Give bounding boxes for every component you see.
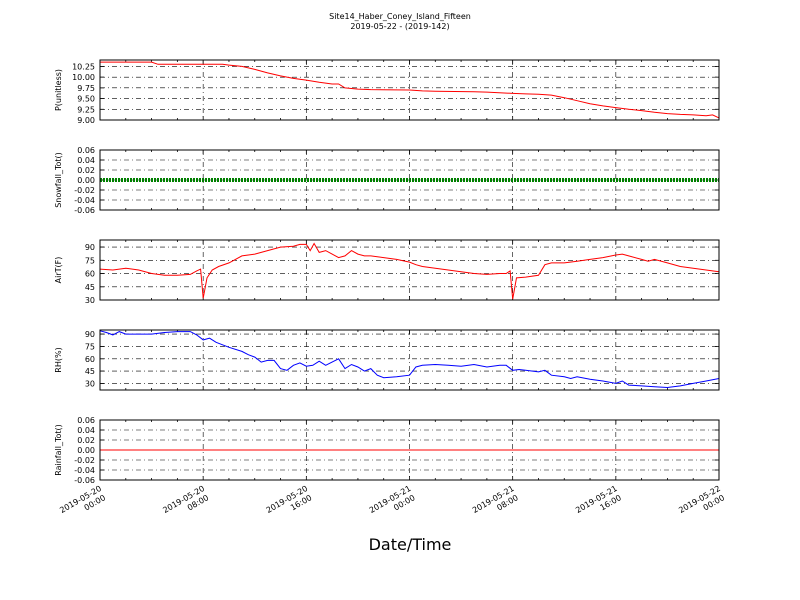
panel-4: 30 45 60 75 90 RH(%)	[54, 329, 720, 391]
y-tick-label: 0.02	[77, 436, 95, 445]
y-axis-label: Snowfall_Tot()	[54, 152, 63, 208]
y-tick-label: 60	[85, 270, 95, 279]
x-tick-label: 2019-05-2000:00	[58, 484, 108, 524]
y-tick-label: 9.25	[77, 105, 95, 114]
panel-grid	[99, 240, 720, 301]
panel-frame	[99, 239, 720, 301]
y-axis-label: AirT(F)	[54, 257, 63, 284]
chart-panels: 9.00 9.259.50 9.75 10.00 10.25 P(unitless) -0.…	[54, 59, 720, 485]
panel-5: -0.06-0.04-0.020.000.020.040.06 Rainfall_…	[54, 416, 720, 485]
x-axis-label: Date/Time	[369, 535, 452, 554]
y-tick-label: -0.02	[74, 456, 95, 465]
y-tick-label: 45	[85, 283, 95, 292]
chart-subtitle: 2019-05-22 - (2019-142)	[350, 22, 449, 31]
y-tick-label: 45	[85, 367, 95, 376]
y-tick-label: 90	[85, 330, 95, 339]
y-tick-label: 30	[85, 296, 95, 305]
y-axis-label: RH(%)	[54, 347, 63, 372]
y-tick-label: -0.02	[74, 186, 95, 195]
panel-grid	[99, 330, 720, 390]
panel-frame	[99, 329, 720, 391]
y-tick-label: 0.06	[77, 416, 95, 425]
y-tick-label: 75	[85, 256, 95, 265]
y-tick-label: -0.04	[74, 196, 95, 205]
y-tick-label: 9.00	[77, 116, 95, 125]
y-tick-label: 10.25	[72, 62, 95, 71]
y-tick-label: 0.06	[77, 146, 95, 155]
y-tick-label: -0.06	[74, 206, 95, 215]
panel-3: 30 45 60 75 90 AirT(F)	[54, 239, 720, 305]
panel-2: -0.06-0.04-0.020.000.020.040.06 Snowfall_…	[54, 146, 720, 215]
y-tick-label: -0.06	[74, 476, 95, 485]
y-tick-label: 0.04	[77, 426, 95, 435]
y-tick-label: -0.04	[74, 466, 95, 475]
chart-title: Site14_Haber_Coney_Island_Fifteen	[329, 12, 471, 21]
x-tick-label: 2019-05-2108:00	[471, 484, 521, 524]
x-axis-tick-labels: 2019-05-2000:00 2019-05-2008:00 2019-05-20…	[58, 484, 727, 524]
y-tick-label: 0.00	[77, 446, 95, 455]
x-tick-label: 2019-05-2200:00	[677, 484, 727, 524]
y-tick-label: 9.75	[77, 84, 95, 93]
y-tick-label: 75	[85, 342, 95, 351]
y-tick-label: 90	[85, 243, 95, 252]
y-tick-label: 0.00	[77, 176, 95, 185]
y-tick-label: 0.04	[77, 156, 95, 165]
series-line	[100, 61, 720, 119]
y-tick-label: 10.00	[72, 73, 95, 82]
x-tick-label: 2019-05-2008:00	[161, 484, 211, 524]
y-tick-label: 30	[85, 379, 95, 388]
x-tick-label: 2019-05-2100:00	[368, 484, 418, 524]
series-line	[99, 242, 720, 300]
panel-frame	[99, 149, 720, 211]
y-axis-label: P(unitless)	[54, 69, 63, 111]
panel-frame	[99, 419, 720, 481]
y-tick-label: 0.02	[77, 166, 95, 175]
panel-1: 9.00 9.259.50 9.75 10.00 10.25 P(unitless)	[54, 59, 720, 125]
x-tick-label: 2019-05-2116:00	[574, 484, 624, 524]
x-tick-label: 2019-05-2016:00	[265, 484, 315, 524]
panel-frame	[99, 59, 720, 121]
y-axis-label: Rainfall_Tot()	[54, 424, 63, 476]
y-tick-label: 60	[85, 355, 95, 364]
series-line	[99, 330, 720, 389]
y-tick-label: 9.50	[77, 95, 95, 104]
